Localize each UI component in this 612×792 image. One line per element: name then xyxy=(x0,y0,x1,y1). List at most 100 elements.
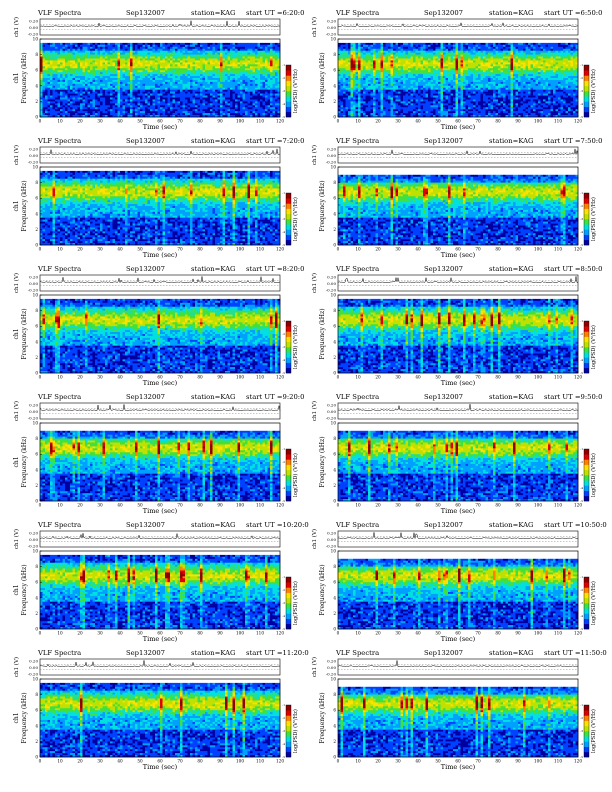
spectrogram-cell xyxy=(508,60,511,63)
spectrogram-cell xyxy=(122,50,126,53)
spectrogram-cell xyxy=(230,79,233,83)
spectrogram-cell xyxy=(242,79,246,83)
spectrogram-cell xyxy=(242,83,246,87)
spectrogram-cell xyxy=(175,97,178,100)
spectrogram-cell xyxy=(267,87,271,90)
spectrogram-cell xyxy=(135,93,138,96)
spectrogram-cell xyxy=(97,103,101,106)
spectrogram-cell xyxy=(217,111,221,114)
spectrogram-cell xyxy=(72,101,76,104)
spectrogram-cell xyxy=(182,91,186,94)
spectrogram-cell xyxy=(62,68,66,71)
spectrogram-cell xyxy=(565,60,569,63)
spectrogram-cell xyxy=(247,60,251,63)
spectrogram-cell xyxy=(240,58,243,61)
spectrogram-cell xyxy=(225,52,228,55)
spectrogram-cell xyxy=(488,52,491,55)
spectrogram-cell xyxy=(120,113,123,116)
spectrogram-cell xyxy=(190,50,193,53)
spectrogram-cell xyxy=(433,48,436,51)
spectrogram-cell xyxy=(180,105,183,108)
spectrogram-cell xyxy=(185,74,188,77)
spectrogram-cell xyxy=(195,111,198,114)
spectrogram-cell xyxy=(217,107,221,110)
spectrogram-cell xyxy=(165,85,168,89)
spectrogram-cell xyxy=(145,50,148,53)
spectrogram-cell xyxy=(528,42,531,46)
spectrogram-cell xyxy=(70,93,73,96)
spectrogram-cell xyxy=(192,66,196,69)
spectrogram-cell xyxy=(365,64,369,67)
spectrogram-cell xyxy=(75,115,78,118)
spectrogram-cell xyxy=(230,113,233,116)
spectrogram-cell xyxy=(242,74,246,77)
spectrogram-cell xyxy=(202,99,206,102)
colorbar-segment xyxy=(286,101,291,107)
spectrogram-cell xyxy=(40,48,43,51)
spectrogram-cell xyxy=(177,115,181,118)
spectrogram-cell xyxy=(232,46,236,50)
spectrogram-cell xyxy=(453,48,456,51)
spectrogram-cell xyxy=(535,42,539,46)
spectrogram-cell xyxy=(257,107,261,110)
spectrogram-cell xyxy=(72,44,76,48)
spectrogram-cell xyxy=(272,91,276,94)
spectrogram-cell xyxy=(157,105,161,108)
spectrogram-cell xyxy=(510,48,514,51)
spectrogram-cell xyxy=(270,56,273,59)
spectrogram-cell xyxy=(538,66,541,69)
spectrogram-cell xyxy=(262,50,266,53)
spectrogram-cell xyxy=(90,66,93,69)
spectrogram-cell xyxy=(222,103,226,106)
spectrogram-cell xyxy=(70,76,73,79)
spectrogram-cell xyxy=(495,46,499,50)
spectrogram-cell xyxy=(187,76,191,79)
spectrogram-cell xyxy=(370,56,374,59)
spectrogram-cell xyxy=(120,74,123,77)
spectrogram-cell xyxy=(237,79,241,83)
spectrogram-cell xyxy=(205,79,208,83)
spectrogram-cell xyxy=(338,54,341,57)
spectrogram-cell xyxy=(147,99,151,102)
spectrogram-cell xyxy=(395,54,399,57)
spectrogram-cell xyxy=(172,95,176,98)
spectrogram-cell xyxy=(458,46,461,50)
spectrogram-cell xyxy=(47,46,51,50)
spectrogram-cell xyxy=(200,60,203,63)
spectrogram-cell xyxy=(440,56,444,59)
spectrogram-cell xyxy=(107,52,111,55)
spectrogram-cell xyxy=(245,48,248,51)
spectrogram-cell xyxy=(217,42,221,46)
spectrogram-cell xyxy=(97,101,101,104)
spectrogram-cell xyxy=(495,42,499,46)
spectrogram-cell xyxy=(97,89,101,92)
spectrogram-cell xyxy=(45,105,48,108)
spectrogram-cell xyxy=(110,87,113,90)
spectrogram-cell xyxy=(190,62,193,65)
spectrogram-cell xyxy=(348,52,351,55)
spectrogram-cell xyxy=(167,81,171,85)
spectrogram-cell xyxy=(220,103,223,106)
panel-header: VLF Spectra Sep132007 station=KAG start UT … xyxy=(334,8,602,18)
spectrogram-cell xyxy=(237,58,241,61)
spectrogram-cell xyxy=(227,95,231,98)
spectrogram-cell xyxy=(150,74,153,77)
spectrogram-cell xyxy=(110,60,113,63)
spectrogram-cell xyxy=(260,89,263,92)
spectrogram-cell xyxy=(215,97,218,100)
spectrogram-cell xyxy=(240,89,243,92)
spectrogram-cell xyxy=(40,68,43,71)
spectrogram-cell xyxy=(62,101,66,104)
spectrogram-cell xyxy=(150,87,153,90)
spectrogram-cell xyxy=(448,50,451,53)
spectrogram-cell xyxy=(190,105,193,108)
spectrogram-cell xyxy=(200,89,203,92)
spectrogram-cell xyxy=(112,64,116,67)
spectrogram-cell xyxy=(57,79,61,83)
spectrogram-cell xyxy=(120,111,123,114)
spectrogram-cell xyxy=(160,70,163,73)
spectrogram-cell xyxy=(267,103,271,106)
spectrogram-cell xyxy=(242,60,246,63)
spectrogram-cell xyxy=(107,70,111,73)
spectrogram-cell xyxy=(563,42,566,46)
